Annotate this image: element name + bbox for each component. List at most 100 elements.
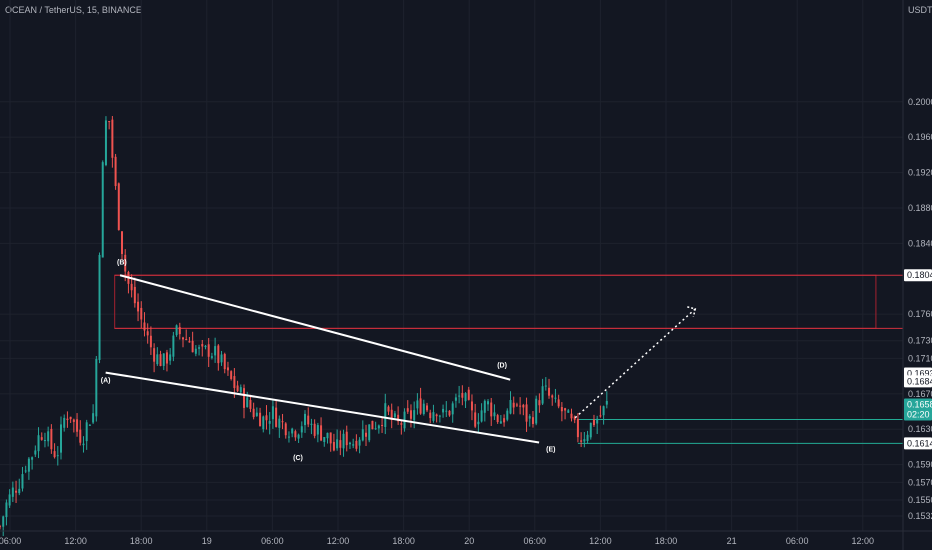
price-tag-value: 0.1684 <box>907 376 932 386</box>
candle-body <box>531 417 534 425</box>
candle-body <box>525 404 528 422</box>
candle-body <box>596 418 599 424</box>
candle-body <box>236 385 239 392</box>
candle-body <box>259 412 262 427</box>
candle-body <box>605 400 608 405</box>
trend-drawings: (A) (B) (C) (D) (E) <box>101 260 697 462</box>
grid <box>0 0 903 531</box>
candle-body <box>515 404 518 406</box>
price-tag-countdown: 02:20 <box>907 409 930 419</box>
x-tick-label: 12:00 <box>64 536 87 546</box>
candle-body <box>435 414 438 417</box>
candle-body <box>194 348 197 354</box>
candle-body <box>483 400 486 413</box>
candle-body <box>477 421 480 425</box>
candle-body <box>348 442 351 445</box>
candle-body <box>519 405 522 407</box>
candle-body <box>361 429 364 441</box>
candle-body <box>143 322 146 331</box>
resistance-zone <box>114 274 877 329</box>
candle-body <box>551 395 554 398</box>
candle-body <box>252 408 255 418</box>
candle-body <box>416 400 419 409</box>
x-tick-label: 18:00 <box>130 536 153 546</box>
candle-body <box>454 397 457 401</box>
candle-body <box>576 418 579 438</box>
candle-body <box>320 425 323 441</box>
candle-body <box>294 431 297 438</box>
x-tick-label: 20 <box>464 536 474 546</box>
candle-body <box>172 335 175 357</box>
candle-body <box>140 307 143 320</box>
wave-label: (C) <box>293 455 303 462</box>
x-tick-label: 06:00 <box>786 536 809 546</box>
candle-body <box>429 412 432 419</box>
projection-arrowhead <box>687 306 697 318</box>
candle-body <box>467 389 470 400</box>
candle-body <box>480 410 483 422</box>
candle-body <box>560 407 563 412</box>
candle-body <box>419 398 422 414</box>
candle-body <box>368 424 371 441</box>
x-axis: 06:00 12:00 18:00 19 06:00 12:00 18:00 20 06:00 1… <box>0 530 932 546</box>
candle-body <box>153 348 156 362</box>
candle-body <box>104 120 107 166</box>
candle-body <box>445 410 448 412</box>
candle-body <box>442 408 445 413</box>
candle-body <box>101 162 104 258</box>
candle-body <box>304 413 307 426</box>
candle-body <box>175 325 178 336</box>
candle-body <box>146 331 149 336</box>
candle-body <box>374 428 377 430</box>
candle-body <box>246 397 249 408</box>
candle-body <box>24 470 27 472</box>
candle-body <box>50 428 53 450</box>
candle-body <box>487 401 490 405</box>
candle-body <box>40 437 43 440</box>
candle-body <box>583 439 586 442</box>
candle-body <box>493 412 496 417</box>
candle-body <box>544 385 547 387</box>
candle-body <box>18 488 21 494</box>
price-tag-value: 0.1804 <box>907 270 932 280</box>
candle-body <box>230 371 233 380</box>
candle-body <box>204 345 207 348</box>
candle-body <box>580 440 583 442</box>
candle-body <box>43 439 46 441</box>
x-tick-label: 06:00 <box>261 536 284 546</box>
candle-body <box>82 443 85 446</box>
candle-body <box>284 423 287 436</box>
candle-body <box>268 420 271 424</box>
candle-body <box>535 398 538 424</box>
candle-body <box>592 419 595 426</box>
chart-title: OCEAN / TetherUS, 15, BINANCE <box>5 5 142 15</box>
candle-body <box>365 432 368 437</box>
candle-body <box>422 403 425 415</box>
candle-body <box>117 183 120 230</box>
candle-body <box>345 431 348 446</box>
candle-body <box>377 425 380 429</box>
candle-body <box>554 397 557 399</box>
price-tag-box <box>904 437 932 450</box>
candle-body <box>34 450 37 455</box>
candle-body <box>85 422 88 442</box>
candle-body <box>570 413 573 419</box>
candle-body <box>88 424 91 426</box>
candle-body <box>432 412 435 421</box>
candle-body <box>233 376 236 389</box>
x-tick-label: 12:00 <box>589 536 612 546</box>
candle-body <box>291 428 294 434</box>
candle-body <box>137 301 140 312</box>
candle-body <box>557 399 560 407</box>
candle-body <box>490 402 493 417</box>
candle-body <box>339 440 342 448</box>
wave-label: (E) <box>546 446 555 453</box>
candle-body <box>384 403 387 427</box>
